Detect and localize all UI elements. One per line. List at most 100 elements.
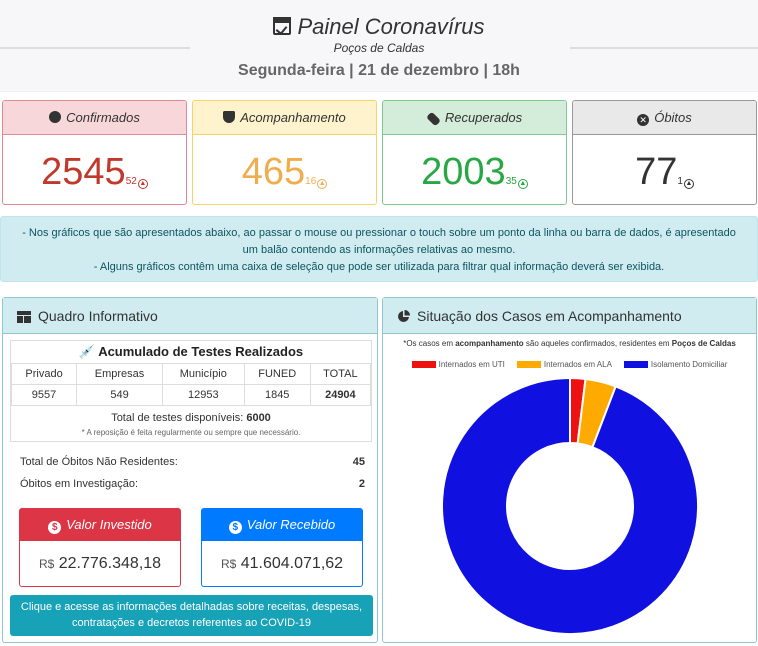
legend-label: Isolamento Domiciliar: [650, 360, 728, 369]
dollar-icon: $: [228, 521, 242, 534]
table-icon: [17, 311, 31, 323]
panel-header: Situação dos Casos em Acompanhamento: [383, 298, 756, 334]
calendar-check-icon: [273, 17, 292, 35]
col-funed: FUNED: [243, 363, 311, 385]
tests-available-value: 6000: [246, 412, 271, 424]
card-body: 46516 ▲: [193, 135, 376, 194]
chart-legend: Internados em UTI Internados em ALA Isolam…: [383, 360, 756, 369]
syringe-icon: 💉: [78, 344, 96, 359]
band-aid-icon: [425, 111, 441, 127]
x-circle-icon: ✕: [637, 114, 650, 126]
doughnut-chart[interactable]: [383, 372, 756, 642]
currency: R$: [38, 557, 55, 571]
stat-label: Total de Óbitos Não Residentes:: [20, 456, 178, 468]
card-value: 77: [635, 151, 678, 193]
quadro-informativo-panel: Quadro Informativo 💉 Acumulado de Testes…: [2, 297, 378, 643]
card-body: 771 ▲: [573, 135, 756, 194]
info-line-2: - Alguns gráficos contêm uma caixa de se…: [93, 261, 665, 273]
valor-investido-box[interactable]: $ Valor Investido R$ 22.776.348,18: [19, 508, 181, 587]
note-part: Poços de Caldas: [671, 339, 736, 348]
legend-item[interactable]: Internados em ALA: [516, 360, 612, 369]
card-confirmados: Confirmados 254552 ▲: [2, 100, 187, 205]
arrow-up-icon: ▲: [317, 179, 328, 189]
arrow-up-icon: ▲: [517, 179, 528, 189]
card-recuperados: Recuperados 200335 ▲: [382, 100, 567, 205]
currency: R$: [220, 557, 237, 571]
arrow-up-icon: ▲: [137, 179, 148, 189]
legend-swatch: [411, 361, 436, 368]
legend-swatch: [516, 361, 541, 368]
card-value: 2003: [421, 151, 506, 193]
card-label: Recuperados: [444, 110, 523, 125]
dollar-icon: $: [48, 521, 62, 534]
chart-note: *Os casos em acompanhamento são aqueles …: [383, 339, 756, 348]
card-label: Óbitos: [654, 110, 692, 125]
card-delta: 52: [125, 176, 137, 187]
col-empresas: Empresas: [76, 363, 163, 385]
valor-recebido-box[interactable]: $ Valor Recebido R$ 41.604.071,62: [201, 508, 363, 587]
page-title-text: Painel Coronavírus: [297, 14, 485, 39]
info-alert: - Nos gráficos que são apresentados abai…: [0, 216, 758, 282]
legend-swatch: [623, 361, 648, 368]
situacao-panel: Situação dos Casos em Acompanhamento *Os…: [382, 297, 757, 643]
card-acompanhamento: Acompanhamento 46516 ▲: [192, 100, 377, 205]
transparency-link-button[interactable]: Clique e acesse as informações detalhada…: [10, 595, 373, 636]
val-municipio: 12953: [161, 384, 245, 406]
card-body: 254552 ▲: [3, 135, 186, 194]
card-header: Recuperados: [383, 101, 566, 135]
money-label: Valor Recebido: [246, 517, 336, 532]
legend-item[interactable]: Isolamento Domiciliar: [623, 360, 728, 369]
header-divider-left: [0, 47, 190, 49]
note-part: acompanhamento: [455, 339, 524, 348]
tests-table: Privado Empresas Município FUNED TOTAL 9…: [10, 363, 372, 406]
money-header: $ Valor Investido: [20, 509, 180, 541]
col-privado: Privado: [10, 363, 78, 385]
money-label: Valor Investido: [66, 517, 152, 532]
legend-label: Internados em UTI: [438, 360, 505, 369]
card-body: 200335 ▲: [383, 135, 566, 194]
city-subtitle: Poços de Caldas: [333, 41, 425, 55]
col-total: TOTAL: [309, 363, 372, 385]
col-municipio: Município: [161, 363, 245, 385]
info-line-1: - Nos gráficos que são apresentados abai…: [22, 227, 736, 256]
money-value: R$ 22.776.348,18: [20, 555, 180, 573]
amount: 22.776.348,18: [58, 555, 162, 572]
donut-slice-2[interactable]: [441, 376, 699, 635]
table-header-row: Privado Empresas Município FUNED TOTAL: [10, 363, 372, 385]
card-header: ✕ Óbitos: [573, 101, 756, 135]
card-delta: 1: [677, 176, 683, 187]
val-funed: 1845: [243, 384, 311, 406]
stat-value: 2: [358, 478, 365, 490]
money-header: $ Valor Recebido: [202, 509, 362, 541]
val-empresas: 549: [76, 384, 163, 406]
card-value: 2545: [41, 151, 126, 193]
money-value: R$ 41.604.071,62: [202, 555, 362, 573]
arrow-up-icon: ▲: [683, 179, 694, 189]
date-line: Segunda-feira | 21 de dezembro | 18h: [238, 62, 520, 79]
pie-chart-icon: [398, 310, 410, 322]
amount: 41.604.071,62: [240, 555, 344, 572]
tests-note: * A reposição é feita regularmente ou se…: [81, 428, 301, 437]
panel-title: Quadro Informativo: [38, 308, 158, 324]
tests-box: 💉 Acumulado de Testes Realizados Privado…: [10, 340, 372, 442]
table-row: 9557 549 12953 1845 24904: [10, 384, 372, 406]
obitos-investigacao: Óbitos em Investigação: 2: [20, 478, 365, 490]
cta-line-2: contratações e decretos referentes ao CO…: [71, 617, 312, 629]
tests-available: Total de testes disponíveis: 6000: [11, 412, 371, 424]
cta-line-1: Clique e acesse as informações detalhada…: [20, 601, 363, 613]
card-obitos: ✕ Óbitos 771 ▲: [572, 100, 757, 205]
val-total: 24904: [309, 384, 372, 406]
shield-check-icon: [223, 111, 236, 123]
note-part: *Os casos em: [403, 339, 456, 348]
panel-header: Quadro Informativo: [3, 298, 377, 334]
legend-item[interactable]: Internados em UTI: [411, 360, 505, 369]
card-delta: 16: [305, 176, 317, 187]
tests-title-text: Acumulado de Testes Realizados: [98, 344, 304, 359]
val-privado: 9557: [10, 384, 78, 406]
legend-label: Internados em ALA: [543, 360, 612, 369]
card-delta: 35: [505, 176, 517, 187]
panel-title: Situação dos Casos em Acompanhamento: [417, 308, 682, 324]
note-part: são aqueles confirmados, residentes em: [523, 339, 672, 348]
card-header: Confirmados: [3, 101, 186, 135]
